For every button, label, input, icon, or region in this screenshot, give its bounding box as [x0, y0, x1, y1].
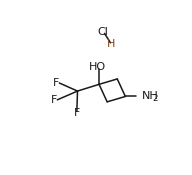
- Text: Cl: Cl: [98, 27, 108, 37]
- Text: F: F: [74, 108, 80, 118]
- Text: NH: NH: [142, 92, 158, 102]
- Text: H: H: [107, 39, 115, 49]
- Text: F: F: [51, 95, 57, 105]
- Text: HO: HO: [89, 62, 106, 72]
- Text: F: F: [53, 78, 59, 88]
- Text: 2: 2: [153, 94, 158, 103]
